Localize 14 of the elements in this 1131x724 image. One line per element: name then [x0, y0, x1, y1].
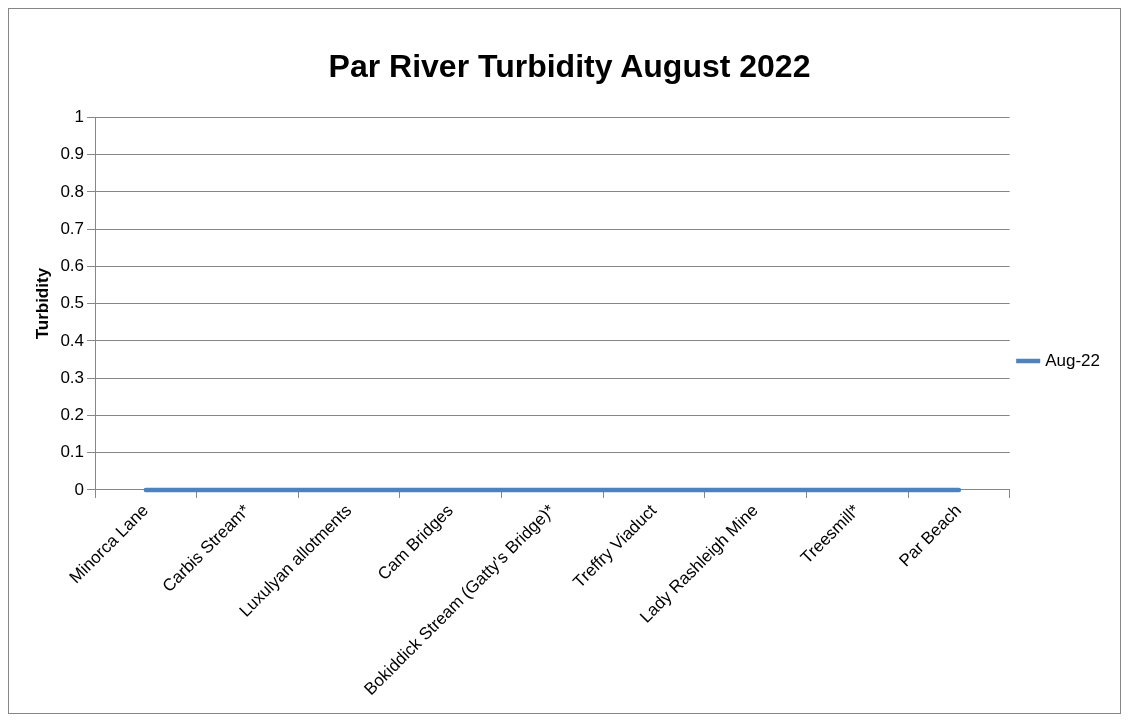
y-tick-label: 0.7 — [60, 218, 85, 238]
y-tick-label: 0.3 — [60, 367, 85, 387]
y-tick-label: 0.4 — [60, 330, 85, 350]
y-tick-label: 0.5 — [60, 293, 85, 313]
y-tick-label: 0.1 — [60, 442, 85, 462]
y-tick-label: 1 — [74, 107, 85, 127]
chart-title: Par River Turbidity August 2022 — [328, 48, 811, 85]
legend-label: Aug-22 — [1045, 350, 1101, 370]
y-tick-label: 0.2 — [60, 405, 85, 425]
y-tick-label: 0.9 — [60, 144, 85, 164]
y-tick-label: 0.8 — [60, 181, 85, 201]
y-tick-label: 0.6 — [60, 256, 85, 276]
y-tick-label: 0 — [74, 479, 85, 499]
y-axis-title: Turbidity — [32, 267, 52, 340]
